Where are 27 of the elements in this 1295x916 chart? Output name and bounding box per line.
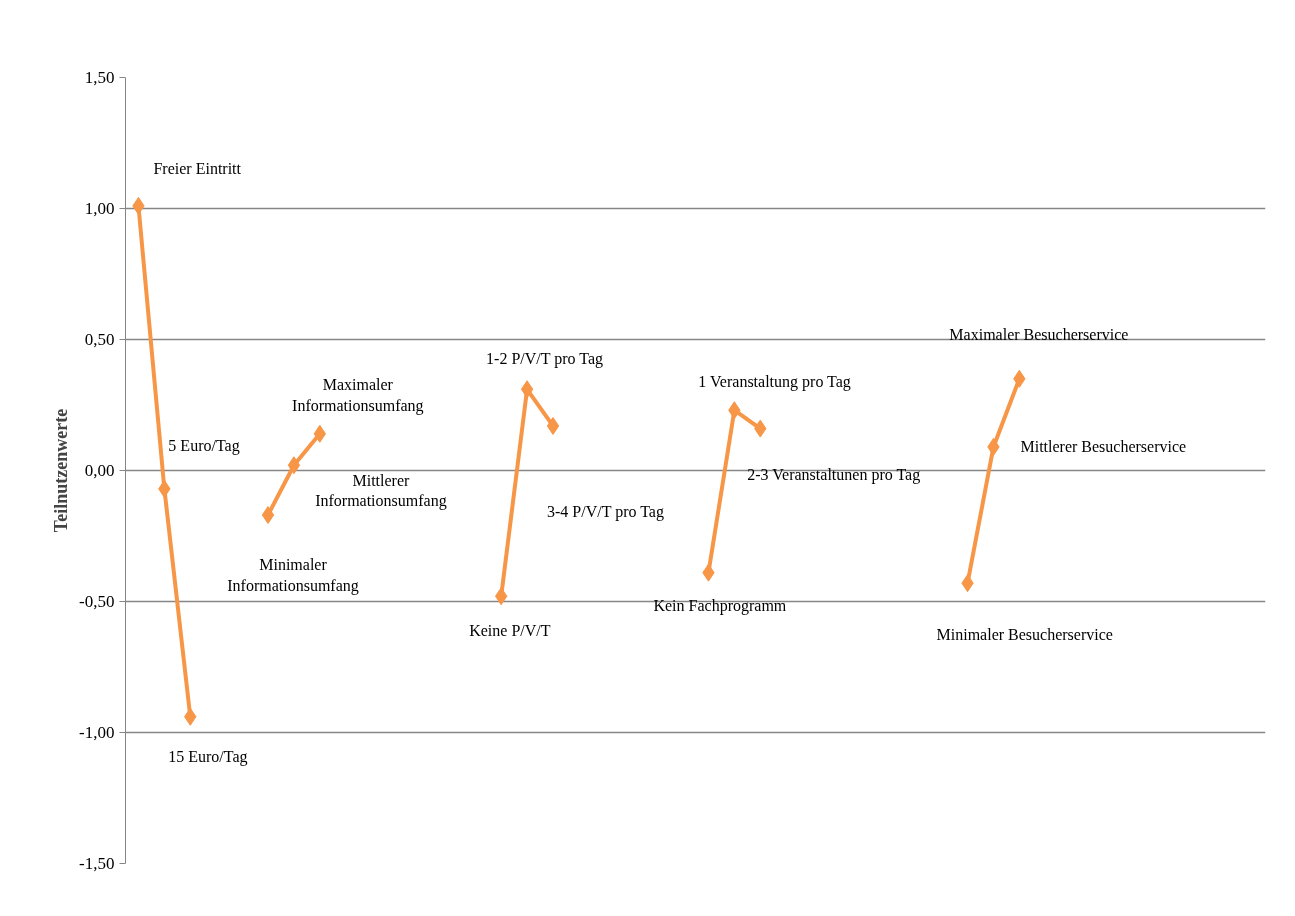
annotation: Mittlerer Informationsumfang [315, 471, 447, 510]
y-tick-label: -0,50 [79, 592, 115, 611]
annotation: Maximaler Informationsumfang [292, 376, 424, 415]
annotation: 3-4 P/V/T pro Tag [547, 503, 664, 522]
annotation: 15 Euro/Tag [168, 748, 248, 767]
y-tick-label: 0,50 [84, 330, 115, 349]
y-axis-title: Teilnutzenwerte [51, 408, 72, 533]
y-tick-label: 1,00 [84, 199, 115, 218]
point [546, 416, 560, 435]
y-tick-label: -1,50 [79, 854, 115, 873]
point [287, 456, 301, 475]
annotation: Mittlerer Besucherservice [1020, 438, 1187, 456]
annotation: Freier Eintritt [153, 160, 242, 178]
annotation: Maximaler Besucherservice [949, 326, 1129, 344]
annotation: Kein Fachprogramm [653, 597, 787, 616]
annotation: Minimaler Informationsumfang [227, 556, 359, 595]
y-tick-label: 1,50 [84, 68, 115, 87]
annotation: 5 Euro/Tag [168, 437, 240, 456]
annotation: 1-2 P/V/T pro Tag [486, 349, 604, 368]
annotation: 2-3 Veranstaltunen pro Tag [747, 466, 921, 485]
point [520, 380, 534, 399]
annotation: Minimaler Besucherservice [936, 625, 1113, 643]
annotation: 1 Veranstaltung pro Tag [698, 372, 851, 391]
y-tick-label: 0,00 [84, 461, 115, 480]
point [261, 506, 275, 525]
y-tick-label: -1,00 [79, 723, 115, 742]
annotation: Keine P/V/T [469, 621, 551, 639]
